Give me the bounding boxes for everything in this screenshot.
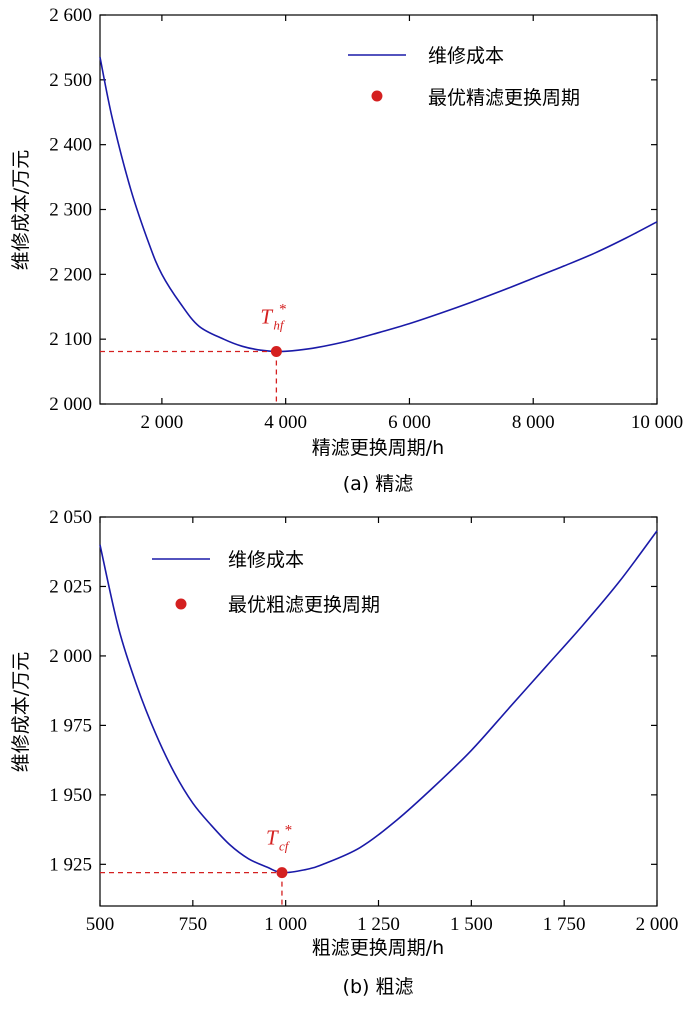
optimum-label-sub: hf (273, 317, 286, 332)
legend-dot-swatch (371, 90, 383, 102)
y-tick-label: 2 100 (49, 329, 92, 350)
y-tick-label: 1 975 (49, 715, 92, 736)
x-axis-label: 粗滤更换周期/h (312, 937, 444, 959)
series-line-maintenance-cost (99, 56, 658, 353)
x-tick-label: 750 (179, 914, 208, 935)
x-tick-label: 1 000 (264, 914, 307, 935)
legend-label-cost: 维修成本 (228, 549, 304, 571)
plot-frame (99, 516, 658, 907)
x-tick-label: 2 000 (636, 914, 679, 935)
legend-label-optimum: 最优精滤更换周期 (428, 87, 580, 109)
y-tick-label: 2 050 (49, 507, 92, 528)
y-tick-label: 1 950 (49, 785, 92, 806)
optimum-label-sub: cf (279, 839, 291, 854)
optimum-point (270, 345, 282, 357)
x-tick-label: 6 000 (388, 412, 431, 433)
optimum-label-main: T (260, 304, 273, 328)
y-tick-label: 2 025 (49, 576, 92, 597)
y-tick-label: 2 300 (49, 200, 92, 221)
panel-caption: (b) 粗滤 (343, 976, 414, 998)
y-tick-label: 2 000 (49, 394, 92, 415)
optimum-label-sup: * (284, 823, 292, 839)
x-tick-label: 8 000 (512, 412, 555, 433)
x-tick-label: 1 750 (543, 914, 586, 935)
series-line-maintenance-cost (99, 530, 658, 874)
optimum-label-main: T (266, 826, 279, 850)
legend-label-optimum: 最优粗滤更换周期 (228, 594, 380, 616)
panel-caption: (a) 精滤 (343, 473, 414, 495)
x-tick-label: 1 500 (450, 914, 493, 935)
x-tick-label: 2 000 (141, 412, 184, 433)
x-axis-label: 精滤更换周期/h (312, 437, 444, 459)
y-axis-label: 维修成本/万元 (10, 150, 32, 270)
x-tick-label: 4 000 (264, 412, 307, 433)
y-tick-label: 2 600 (49, 5, 92, 26)
optimum-point (276, 867, 288, 879)
y-axis-label: 维修成本/万元 (10, 652, 32, 772)
plot-frame (99, 14, 658, 405)
y-tick-label: 2 500 (49, 70, 92, 91)
x-tick-label: 500 (86, 914, 115, 935)
legend-dot-swatch (175, 598, 187, 610)
x-tick-label: 1 250 (357, 914, 400, 935)
legend-label-cost: 维修成本 (428, 45, 504, 67)
optimum-label-sup: * (278, 301, 286, 317)
y-tick-label: 2 400 (49, 135, 92, 156)
x-tick-label: 10 000 (631, 412, 683, 433)
y-tick-label: 2 000 (49, 646, 92, 667)
y-tick-label: 2 200 (49, 264, 92, 285)
y-tick-label: 1 925 (49, 854, 92, 875)
